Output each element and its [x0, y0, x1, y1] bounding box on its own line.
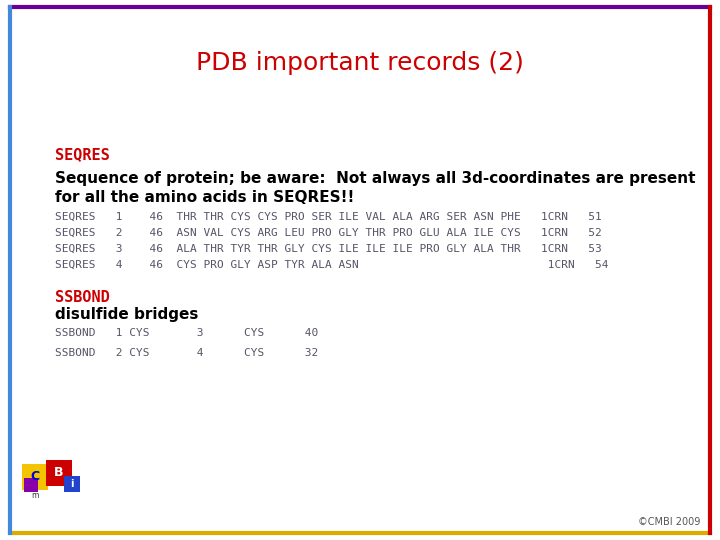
Text: PDB important records (2): PDB important records (2) — [196, 51, 524, 75]
Text: SEQRES: SEQRES — [55, 147, 109, 163]
Text: SEQRES   2    46  ASN VAL CYS ARG LEU PRO GLY THR PRO GLU ALA ILE CYS   1CRN   5: SEQRES 2 46 ASN VAL CYS ARG LEU PRO GLY … — [55, 228, 602, 238]
Bar — [64, 476, 80, 492]
Text: SSBOND   1 CYS       3      CYS      40: SSBOND 1 CYS 3 CYS 40 — [55, 328, 318, 338]
Bar — [22, 464, 48, 490]
Text: Sequence of protein; be aware:  Not always all 3d-coordinates are present: Sequence of protein; be aware: Not alway… — [55, 171, 696, 186]
Text: C: C — [30, 470, 40, 483]
Text: B: B — [54, 467, 64, 480]
Bar — [46, 460, 72, 486]
Text: for all the amino acids in SEQRES!!: for all the amino acids in SEQRES!! — [55, 190, 354, 205]
Text: SEQRES   4    46  CYS PRO GLY ASP TYR ALA ASN                            1CRN   : SEQRES 4 46 CYS PRO GLY ASP TYR ALA ASN … — [55, 260, 608, 270]
Text: SEQRES   3    46  ALA THR TYR THR GLY CYS ILE ILE ILE PRO GLY ALA THR   1CRN   5: SEQRES 3 46 ALA THR TYR THR GLY CYS ILE … — [55, 244, 602, 254]
Bar — [24, 478, 38, 492]
Text: SSBOND: SSBOND — [55, 289, 109, 305]
Text: ©CMBI 2009: ©CMBI 2009 — [638, 517, 700, 527]
Text: disulfide bridges: disulfide bridges — [55, 307, 199, 322]
Text: SEQRES   1    46  THR THR CYS CYS PRO SER ILE VAL ALA ARG SER ASN PHE   1CRN   5: SEQRES 1 46 THR THR CYS CYS PRO SER ILE … — [55, 212, 602, 222]
Text: i: i — [71, 479, 73, 489]
Text: m: m — [31, 490, 39, 500]
Text: SSBOND   2 CYS       4      CYS      32: SSBOND 2 CYS 4 CYS 32 — [55, 348, 318, 358]
